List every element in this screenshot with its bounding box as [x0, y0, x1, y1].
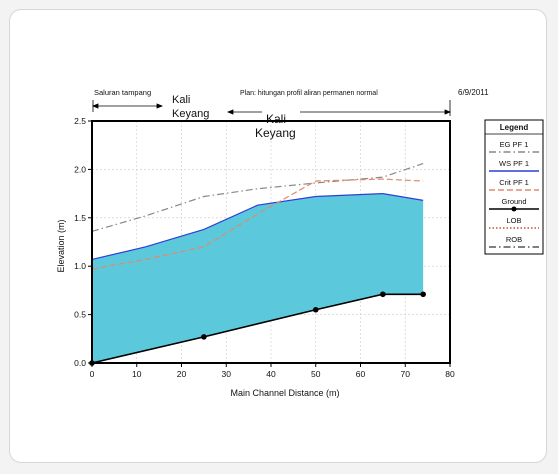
x-tick-label-0: 0: [90, 369, 95, 379]
legend-entry-label-3: Ground: [501, 197, 526, 206]
y-axis-label: Elevation (m): [56, 219, 66, 272]
x-tick-label-6: 60: [356, 369, 366, 379]
legend-entry-marker-3: [511, 206, 517, 212]
ground-marker-4: [420, 291, 426, 298]
x-tick-label-7: 70: [401, 369, 411, 379]
y-tick-label-3: 1.5: [74, 213, 86, 223]
axis-ticks: 0 10 20 30 40 50 60 70 80 0.0 0.5 1.0 1.5 2.0 2.5: [74, 116, 455, 379]
header-left-text: Saluran tampang: [94, 88, 151, 97]
y-tick-label-5: 2.5: [74, 116, 86, 126]
legend-entry-label-1: WS PF 1: [499, 159, 529, 168]
reach-extent-arrows: [91, 100, 452, 116]
legend-entry-label-2: Crit PF 1: [499, 178, 529, 187]
x-axis-label: Main Channel Distance (m): [230, 388, 339, 398]
legend-box: [484, 119, 544, 255]
x-tick-label-4: 40: [266, 369, 276, 379]
x-tick-label-3: 30: [222, 369, 232, 379]
reach-label-main-1: Kali: [266, 112, 286, 126]
header-plan-text: Plan: hitungan profil aliran permanen no…: [240, 90, 378, 97]
legend-entry-label-4: LOB: [506, 216, 521, 225]
series-line-1: [91, 192, 424, 261]
x-tick-label-5: 50: [311, 369, 321, 379]
plot-series: [89, 163, 426, 366]
legend: Legend EG PF 1 WS PF 1 Crit PF 1 Ground LOB R…: [484, 119, 544, 255]
reach-label-upper-1: Kali: [172, 94, 190, 106]
water-fill-area: [92, 193, 424, 363]
x-tick-label-1: 10: [132, 369, 142, 379]
header-date-text: 6/9/2011: [458, 88, 489, 97]
y-tick-label-0: 0.0: [74, 358, 86, 368]
reach-label-main-2: Keyang: [255, 126, 296, 140]
x-tick-label-8: 80: [445, 369, 455, 379]
legend-title: Legend: [500, 123, 529, 132]
y-tick-label-1: 0.5: [74, 310, 86, 320]
ground-marker-3: [380, 291, 386, 298]
series-line-2: [91, 178, 424, 270]
reach-label-upper-2: Keyang: [172, 108, 209, 120]
ground-marker-2: [312, 306, 319, 313]
y-tick-label-4: 2.0: [74, 164, 86, 174]
ground-marker-1: [201, 334, 207, 340]
x-tick-label-2: 20: [177, 369, 187, 379]
y-tick-label-2: 1.0: [74, 261, 86, 271]
legend-entry-label-5: ROB: [506, 235, 522, 244]
legend-entry-label-0: EG PF 1: [500, 140, 529, 149]
